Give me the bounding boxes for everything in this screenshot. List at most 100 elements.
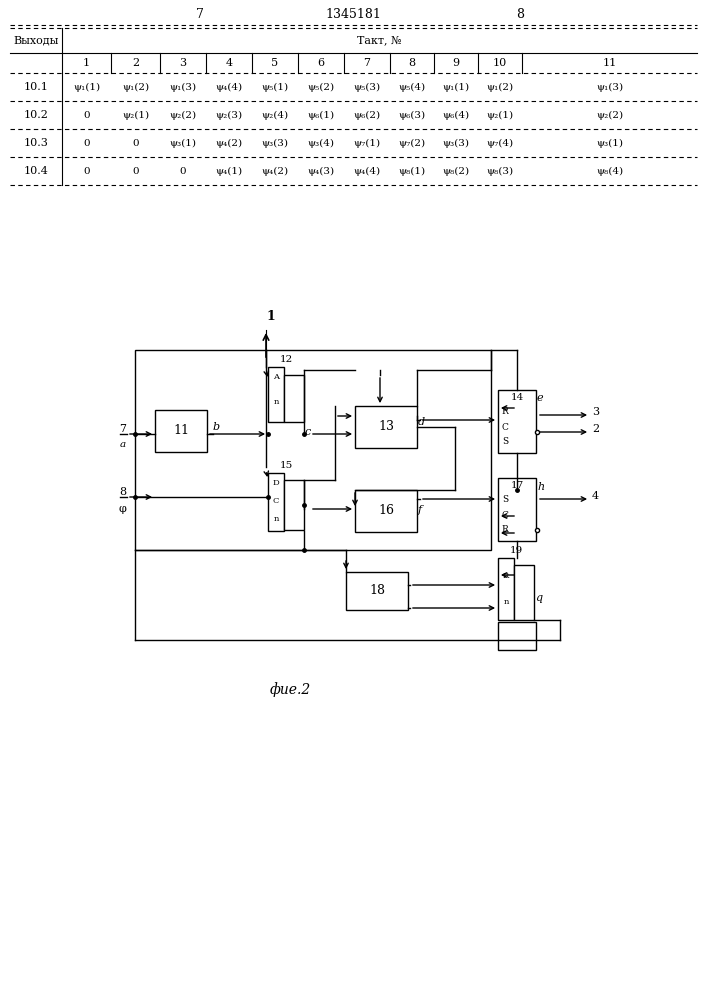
Bar	[355, 406, 417, 448]
Text: ψ₃(3): ψ₃(3)	[262, 138, 288, 148]
Text: 11: 11	[602, 58, 617, 68]
Text: 0: 0	[83, 138, 90, 147]
Text: h: h	[537, 482, 544, 492]
Text: 8: 8	[119, 487, 126, 497]
Text: S: S	[502, 495, 508, 504]
Text: 10.4: 10.4	[23, 166, 49, 176]
Text: 11: 11	[173, 424, 189, 438]
Text: ψ₇(1): ψ₇(1)	[354, 138, 380, 148]
Text: ψ₅(3): ψ₅(3)	[354, 82, 380, 92]
Bar	[346, 572, 408, 610]
Text: ψ₃(1): ψ₃(1)	[170, 138, 197, 148]
Text: n: n	[274, 398, 279, 406]
Text: 7: 7	[196, 8, 204, 21]
Text: A: A	[273, 373, 279, 381]
Text: 2: 2	[592, 424, 599, 434]
Text: ψ₄(3): ψ₄(3)	[308, 166, 334, 176]
Text: ψ₄(4): ψ₄(4)	[216, 82, 243, 92]
Text: фие.2: фие.2	[269, 683, 310, 697]
Text: ψ₁(3): ψ₁(3)	[170, 82, 197, 92]
Text: 14: 14	[510, 392, 524, 401]
Text: R: R	[502, 526, 508, 534]
Text: f: f	[418, 505, 422, 515]
Text: ψ₇(2): ψ₇(2)	[399, 138, 426, 148]
Text: ψ₁(1): ψ₁(1)	[443, 82, 469, 92]
Text: ψ₁(2): ψ₁(2)	[486, 82, 513, 92]
Text: D: D	[273, 479, 279, 487]
Text: ψ₈(1): ψ₈(1)	[399, 166, 426, 176]
Text: ψ₁(3): ψ₁(3)	[596, 82, 623, 92]
Bar	[135, 350, 491, 550]
Text: ψ₄(2): ψ₄(2)	[262, 166, 288, 176]
Text: ψ₃(1): ψ₃(1)	[596, 138, 623, 148]
Text: φ: φ	[118, 504, 126, 514]
Bar	[498, 478, 536, 541]
Text: 10: 10	[493, 58, 507, 68]
Text: 18: 18	[369, 584, 385, 597]
Text: 0: 0	[132, 166, 139, 176]
Text: 8: 8	[409, 58, 416, 68]
Text: 3: 3	[592, 407, 599, 417]
Text: 7: 7	[363, 58, 370, 68]
Text: C: C	[501, 422, 508, 432]
Text: 1: 1	[266, 310, 275, 324]
Text: ψ₈(4): ψ₈(4)	[596, 166, 623, 176]
Text: b: b	[213, 422, 220, 432]
Text: ψ₁(2): ψ₁(2)	[122, 82, 149, 92]
Text: d: d	[418, 417, 425, 427]
Text: ψ₆(2): ψ₆(2)	[354, 110, 380, 120]
Text: 10.2: 10.2	[23, 110, 49, 120]
Bar	[268, 367, 284, 422]
Bar	[268, 473, 284, 531]
Text: 16: 16	[378, 504, 394, 518]
Text: ψ₁(1): ψ₁(1)	[73, 82, 100, 92]
Text: ψ₂(1): ψ₂(1)	[486, 110, 513, 120]
Text: ψ₃(3): ψ₃(3)	[443, 138, 469, 148]
Bar	[155, 410, 207, 452]
Text: 12: 12	[279, 355, 293, 364]
Text: ψ₂(2): ψ₂(2)	[596, 110, 623, 120]
Text: 7: 7	[119, 424, 126, 434]
Text: R: R	[503, 572, 509, 580]
Text: 15: 15	[279, 461, 293, 470]
Text: 9: 9	[452, 58, 460, 68]
Text: c: c	[305, 427, 311, 437]
Bar	[284, 375, 304, 422]
Text: ψ₅(4): ψ₅(4)	[399, 82, 426, 92]
Text: Выходы: Выходы	[13, 35, 59, 45]
Text: a: a	[120, 440, 126, 449]
Bar	[284, 480, 304, 530]
Text: 8: 8	[516, 8, 524, 21]
Text: ψ₂(2): ψ₂(2)	[170, 110, 197, 120]
Text: 13: 13	[378, 420, 394, 434]
Text: ψ₅(2): ψ₅(2)	[308, 82, 334, 92]
Text: ψ₂(4): ψ₂(4)	[262, 110, 288, 120]
Text: 0: 0	[180, 166, 187, 176]
Text: 1: 1	[83, 58, 90, 68]
Text: q: q	[535, 593, 542, 603]
Bar	[355, 490, 417, 532]
Bar	[498, 390, 536, 453]
Text: ψ₇(4): ψ₇(4)	[486, 138, 513, 148]
Text: C: C	[273, 497, 279, 505]
Text: 0: 0	[83, 166, 90, 176]
Text: ψ₆(1): ψ₆(1)	[308, 110, 334, 120]
Text: ψ₈(3): ψ₈(3)	[486, 166, 513, 176]
Text: 10.3: 10.3	[23, 138, 49, 148]
Text: ψ₄(2): ψ₄(2)	[216, 138, 243, 148]
Text: 3: 3	[180, 58, 187, 68]
Text: ψ₈(2): ψ₈(2)	[443, 166, 469, 176]
Text: 17: 17	[510, 481, 524, 489]
Text: ψ₄(4): ψ₄(4)	[354, 166, 380, 176]
Bar	[498, 622, 536, 650]
Text: 6: 6	[317, 58, 325, 68]
Text: ψ₅(1): ψ₅(1)	[262, 82, 288, 92]
Text: 4: 4	[592, 491, 599, 501]
Text: C: C	[501, 510, 508, 520]
Bar	[498, 558, 514, 620]
Text: 19: 19	[509, 546, 522, 555]
Text: n: n	[503, 598, 509, 606]
Text: ψ₂(3): ψ₂(3)	[216, 110, 243, 120]
Text: Такт, №: Такт, №	[357, 35, 402, 45]
Text: ψ₆(3): ψ₆(3)	[399, 110, 426, 120]
